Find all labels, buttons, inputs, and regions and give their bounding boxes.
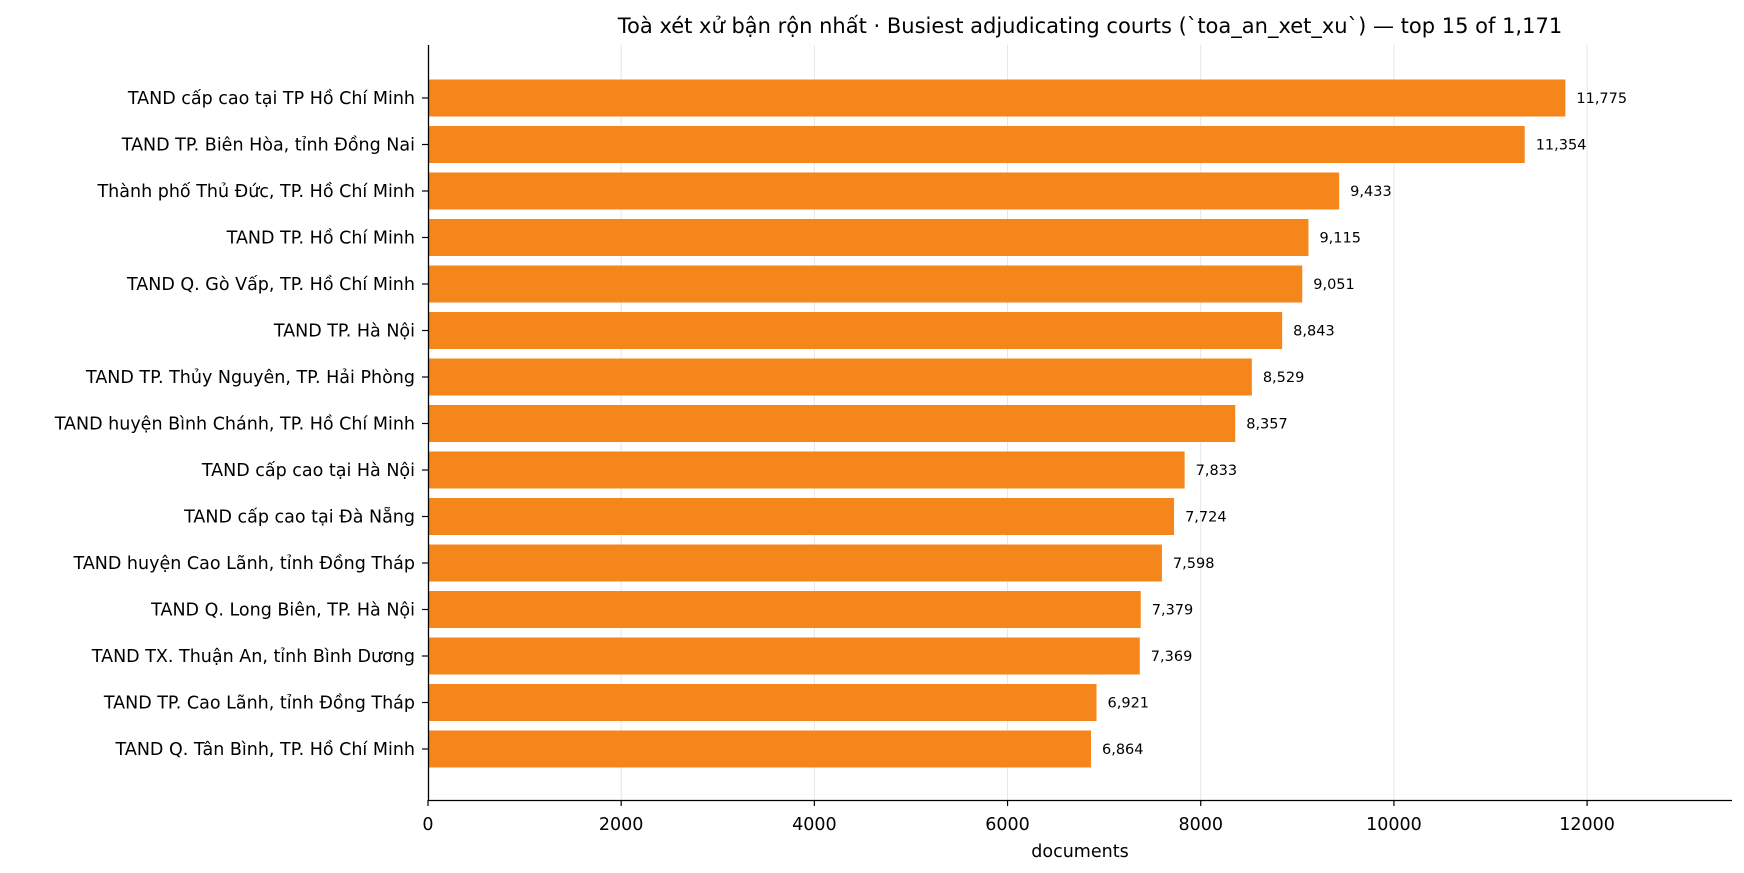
category-label: TAND TP. Hà Nội [273, 322, 415, 342]
category-label: TAND huyện Cao Lãnh, tỉnh Đồng Tháp [73, 553, 416, 574]
bar [428, 265, 1303, 303]
bar [428, 312, 1283, 349]
category-label: TAND TP. Biên Hòa, tỉnh Đồng Nai [121, 135, 415, 156]
bar [428, 637, 1140, 675]
value-labels: 11,775 11,354 9,433 9,115 9,051 8,843 8,529 8,3… [1102, 91, 1627, 758]
x-tick-label: 10000 [1366, 815, 1422, 835]
bar [428, 126, 1525, 163]
category-label: TAND TP. Cao Lãnh, tỉnh Đồng Tháp [103, 693, 415, 714]
chart-title: Toà xét xử bận rộn nhất · Busiest adjudi… [617, 14, 1562, 39]
value-label: 6,921 [1108, 696, 1150, 712]
category-label: TAND TX. Thuận An, tỉnh Bình Dương [91, 647, 415, 667]
x-tick-label: 12000 [1559, 815, 1615, 835]
category-label: TAND cấp cao tại Hà Nội [201, 460, 415, 481]
value-label: 7,833 [1196, 463, 1238, 479]
bar [428, 498, 1175, 535]
bar [428, 79, 1566, 117]
bar [428, 451, 1185, 489]
x-tick-label: 4000 [792, 815, 837, 835]
category-label: TAND huyện Bình Chánh, TP. Hồ Chí Minh [54, 414, 415, 435]
value-label: 11,775 [1576, 91, 1627, 107]
category-label: Thành phố Thủ Đức, TP. Hồ Chí Minh [96, 181, 415, 202]
bar [428, 684, 1097, 721]
category-label: TAND TP. Thủy Nguyên, TP. Hải Phòng [85, 368, 415, 388]
axes [427, 45, 1732, 802]
value-label: 6,864 [1102, 742, 1144, 758]
bar [428, 172, 1340, 210]
value-label: 7,724 [1185, 510, 1227, 526]
bar [428, 405, 1236, 442]
x-tick-label: 2000 [599, 815, 644, 835]
x-ticks: 0 2000 4000 6000 8000 10000 12000 [422, 800, 1615, 835]
bar [428, 358, 1252, 396]
category-label: TAND cấp cao tại TP Hồ Chí Minh [127, 88, 415, 109]
value-label: 9,051 [1313, 277, 1355, 293]
value-label: 8,357 [1246, 417, 1288, 433]
category-labels: TAND cấp cao tại TP Hồ Chí Minh TAND TP. … [54, 88, 428, 760]
value-label: 9,115 [1319, 231, 1361, 247]
x-axis-label: documents [1031, 842, 1128, 862]
x-tick-label: 8000 [1178, 815, 1223, 835]
bar [428, 219, 1309, 256]
value-label: 7,598 [1173, 556, 1215, 572]
value-label: 8,843 [1293, 324, 1335, 340]
bar [428, 591, 1141, 628]
value-label: 7,379 [1152, 603, 1194, 619]
category-label: TAND Q. Tân Bình, TP. Hồ Chí Minh [115, 739, 415, 760]
value-label: 8,529 [1263, 370, 1305, 386]
bar [428, 730, 1092, 768]
category-label: TAND TP. Hồ Chí Minh [226, 228, 415, 249]
value-label: 11,354 [1536, 138, 1587, 154]
value-label: 7,369 [1151, 649, 1193, 665]
bar [428, 544, 1162, 582]
category-label: TAND Q. Gò Vấp, TP. Hồ Chí Minh [126, 274, 415, 295]
category-label: TAND cấp cao tại Đà Nẵng [183, 507, 415, 528]
value-label: 9,433 [1350, 184, 1392, 200]
category-label: TAND Q. Long Biên, TP. Hà Nội [150, 601, 415, 621]
x-tick-label: 0 [422, 815, 433, 835]
x-tick-label: 6000 [985, 815, 1030, 835]
bars [428, 79, 1566, 768]
